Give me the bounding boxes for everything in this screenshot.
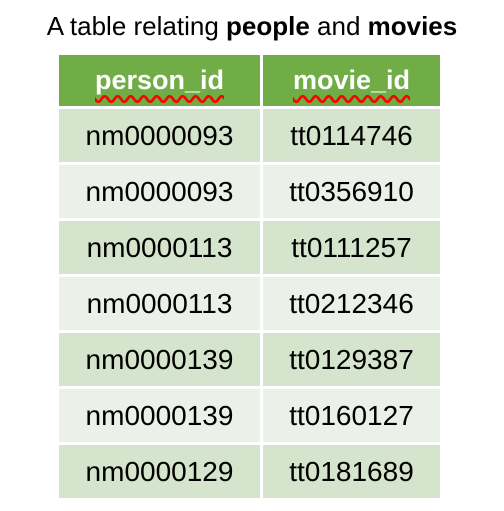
person-id-cell: nm0000093	[59, 165, 260, 218]
column-header-person-id: person_id	[59, 55, 260, 106]
table-row: nm0000093 tt0114746	[59, 109, 440, 162]
table-row: nm0000113 tt0212346	[59, 277, 440, 330]
movie-id-cell: tt0129387	[263, 333, 440, 386]
title-word-movies: movies	[367, 11, 458, 41]
table-row: nm0000129 tt0181689	[59, 445, 440, 498]
title-prefix: A table relating	[46, 11, 226, 41]
person-movie-table: person_id movie_id nm0000093 tt0114746 n…	[56, 52, 443, 501]
movie-id-cell: tt0356910	[263, 165, 440, 218]
page-title: A table relating people and movies	[0, 8, 504, 44]
column-header-movie-id: movie_id	[263, 55, 440, 106]
person-id-cell: nm0000093	[59, 109, 260, 162]
person-id-cell: nm0000139	[59, 389, 260, 442]
person-id-cell: nm0000129	[59, 445, 260, 498]
table-row: nm0000113 tt0111257	[59, 221, 440, 274]
movie-id-cell: tt0111257	[263, 221, 440, 274]
movie-id-cell: tt0114746	[263, 109, 440, 162]
title-word-people: people	[226, 11, 310, 41]
person-id-cell: nm0000113	[59, 221, 260, 274]
table-header-row: person_id movie_id	[59, 55, 440, 106]
table-row: nm0000139 tt0160127	[59, 389, 440, 442]
movie-id-cell: tt0181689	[263, 445, 440, 498]
person-id-cell: nm0000139	[59, 333, 260, 386]
table-row: nm0000093 tt0356910	[59, 165, 440, 218]
table-row: nm0000139 tt0129387	[59, 333, 440, 386]
title-middle: and	[309, 11, 368, 41]
movie-id-cell: tt0212346	[263, 277, 440, 330]
person-id-cell: nm0000113	[59, 277, 260, 330]
movie-id-cell: tt0160127	[263, 389, 440, 442]
